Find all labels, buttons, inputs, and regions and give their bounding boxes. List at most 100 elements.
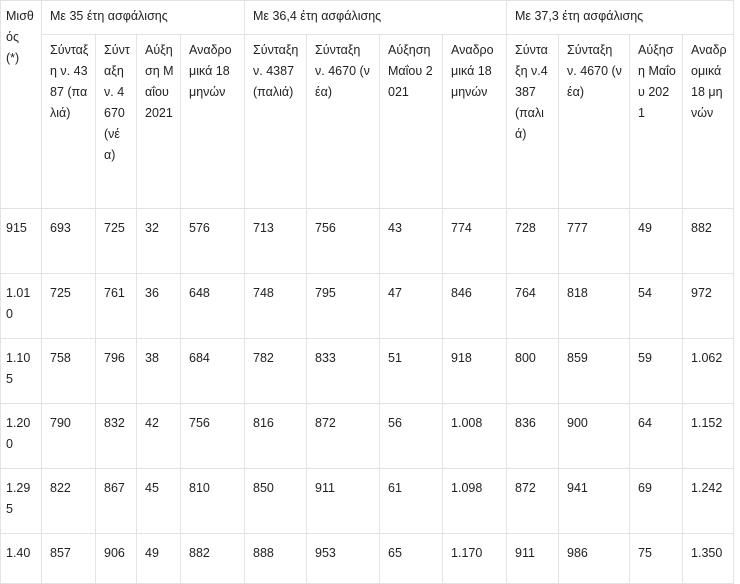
table-cell: 756	[179, 403, 246, 469]
header-old-pension-36: Σύνταξη ν. 4387 (παλιά)	[244, 34, 308, 209]
table-cell: 836	[506, 403, 560, 469]
table-cell: 816	[244, 403, 308, 469]
table-cell: 911	[306, 468, 381, 534]
header-new-pension-36: Σύνταξη ν. 4670 (νέα)	[306, 34, 381, 209]
table-cell: 684	[179, 338, 246, 404]
table-cell: 882	[179, 533, 246, 584]
table-cell: 756	[306, 208, 381, 274]
table-row: 1.010 725 761 36 648 748 795 47 846 764 …	[0, 273, 735, 339]
table-row: 1.40 857 906 49 882 888 953 65 1.170 911…	[0, 533, 735, 584]
table-cell: 648	[179, 273, 246, 339]
table-cell: 941	[558, 468, 631, 534]
table-cell: 810	[179, 468, 246, 534]
table-cell: 867	[95, 468, 137, 534]
header-old-pension-35: Σύνταξη ν. 4387 (παλιά)	[41, 34, 96, 209]
table-cell: 850	[244, 468, 308, 534]
group-header-row: Μισθός (*) Με 35 έτη ασφάλισης Με 36,4 έ…	[0, 0, 735, 209]
table-cell: 32	[136, 208, 181, 274]
table-cell: 45	[136, 468, 181, 534]
table-cell: 49	[629, 208, 684, 274]
table-cell: 693	[41, 208, 96, 274]
salary-cell: 1.010	[0, 273, 42, 339]
table-cell: 69	[629, 468, 684, 534]
table-cell: 42	[136, 403, 181, 469]
table-cell: 833	[306, 338, 381, 404]
table-cell: 1.350	[682, 533, 735, 584]
table-cell: 822	[41, 468, 96, 534]
salary-cell: 1.295	[0, 468, 42, 534]
table-cell: 1.098	[442, 468, 508, 534]
table-cell: 1.242	[682, 468, 735, 534]
table-row: 1.200 790 832 42 756 816 872 56 1.008 83…	[0, 403, 735, 469]
table-cell: 882	[682, 208, 735, 274]
table-cell: 728	[506, 208, 560, 274]
salary-cell: 1.200	[0, 403, 42, 469]
table-cell: 54	[629, 273, 684, 339]
table-cell: 872	[306, 403, 381, 469]
group-35-years: Με 35 έτη ασφάλισης	[40, 0, 246, 35]
table-cell: 75	[629, 533, 684, 584]
table-cell: 846	[442, 273, 508, 339]
table-cell: 986	[558, 533, 631, 584]
table-cell: 47	[379, 273, 444, 339]
header-increase-36: Αύξηση Μαΐου 2021	[379, 34, 444, 209]
table-cell: 872	[506, 468, 560, 534]
table-cell: 61	[379, 468, 444, 534]
table-cell: 764	[506, 273, 560, 339]
table-cell: 65	[379, 533, 444, 584]
table-cell: 777	[558, 208, 631, 274]
table-cell: 758	[41, 338, 96, 404]
salary-cell: 1.105	[0, 338, 42, 404]
table-cell: 953	[306, 533, 381, 584]
table-cell: 1.152	[682, 403, 735, 469]
table-cell: 576	[179, 208, 246, 274]
table-cell: 972	[682, 273, 735, 339]
table-cell: 59	[629, 338, 684, 404]
table-cell: 725	[95, 208, 137, 274]
table-cell: 64	[629, 403, 684, 469]
table-row: 1.295 822 867 45 810 850 911 61 1.098 87…	[0, 468, 735, 534]
group-36-4-years: Με 36,4 έτη ασφάλισης	[244, 0, 508, 35]
table-cell: 38	[136, 338, 181, 404]
table-cell: 859	[558, 338, 631, 404]
table-row: 1.105 758 796 38 684 782 833 51 918 800 …	[0, 338, 735, 404]
table-row: 915 693 725 32 576 713 756 43 774 728 77…	[0, 208, 735, 274]
header-retroactive-35: Αναδρομικά 18 μηνών	[179, 34, 246, 209]
table-cell: 43	[379, 208, 444, 274]
table-cell: 918	[442, 338, 508, 404]
table-cell: 800	[506, 338, 560, 404]
header-retroactive-36: Αναδρομικά 18 μηνών	[442, 34, 508, 209]
table-cell: 51	[379, 338, 444, 404]
column-header-row: Σύνταξη ν. 4387 (παλιά) Σύνταξη ν. 4670 …	[1, 34, 735, 209]
table-cell: 888	[244, 533, 308, 584]
table-cell: 1.008	[442, 403, 508, 469]
table-cell: 56	[379, 403, 444, 469]
table-cell: 761	[95, 273, 137, 339]
salary-cell: 1.40	[0, 533, 42, 584]
header-increase-37: Αύξηση Μαΐου 2021	[629, 34, 684, 209]
table-cell: 782	[244, 338, 308, 404]
header-new-pension-35: Σύνταξη ν. 4670 (νέα)	[95, 34, 137, 209]
table-cell: 774	[442, 208, 508, 274]
table-cell: 1.062	[682, 338, 735, 404]
table-cell: 36	[136, 273, 181, 339]
table-cell: 911	[506, 533, 560, 584]
table-cell: 725	[41, 273, 96, 339]
header-old-pension-37: Σύνταξη ν.4387 (παλιά)	[506, 34, 560, 209]
header-increase-35: Αύξηση Μαΐου 2021	[136, 34, 181, 209]
table-cell: 832	[95, 403, 137, 469]
salary-cell: 915	[0, 208, 42, 274]
salary-header: Μισθός (*)	[0, 0, 42, 209]
table-cell: 857	[41, 533, 96, 584]
table-cell: 1.170	[442, 533, 508, 584]
header-new-pension-37: Σύνταξη ν. 4670 (νέα)	[558, 34, 631, 209]
table-cell: 906	[95, 533, 137, 584]
table-cell: 790	[41, 403, 96, 469]
table-cell: 795	[306, 273, 381, 339]
table-cell: 818	[558, 273, 631, 339]
table-cell: 713	[244, 208, 308, 274]
table-cell: 748	[244, 273, 308, 339]
table-cell: 49	[136, 533, 181, 584]
group-37-3-years: Με 37,3 έτη ασφάλισης	[506, 0, 735, 35]
